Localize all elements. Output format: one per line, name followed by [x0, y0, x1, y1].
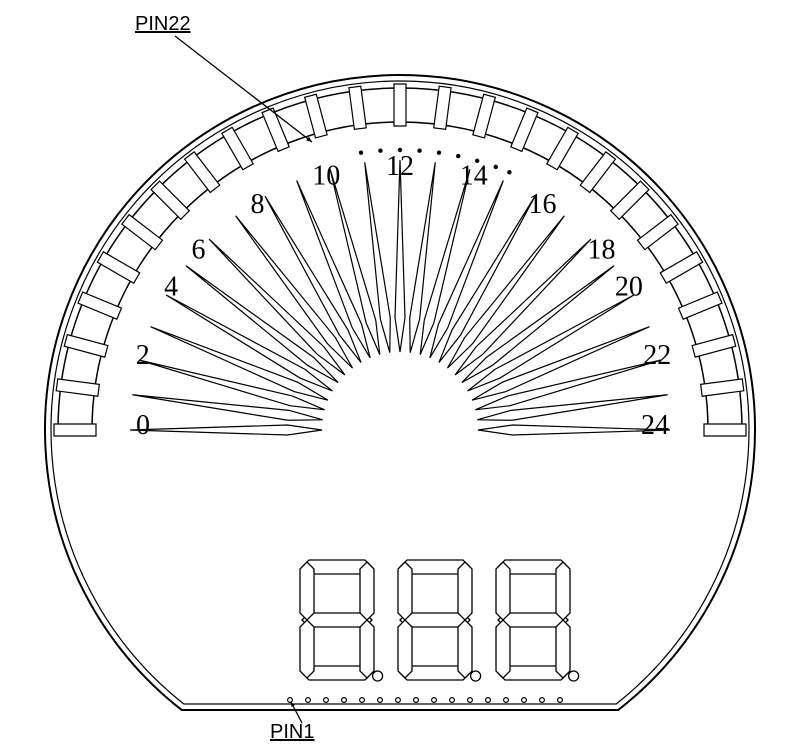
top-pin-dot [475, 159, 479, 163]
scale-label: 0 [136, 410, 150, 441]
top-pin-dot [378, 148, 382, 152]
seven-seg-segment [360, 562, 374, 620]
scale-label: 24 [641, 410, 669, 441]
scale-label: 14 [460, 161, 488, 192]
scale-tick [704, 424, 746, 436]
scale-label: 10 [312, 161, 340, 192]
top-pin-dot [398, 148, 402, 152]
scale-label: 20 [615, 272, 643, 303]
scale-label: 12 [386, 151, 414, 182]
scale-label: 18 [588, 234, 616, 265]
scale-label: 8 [251, 189, 265, 220]
scale-label: 4 [164, 272, 178, 303]
top-pin-dot [437, 151, 441, 155]
seven-seg-segment [556, 562, 570, 620]
pin1-label: PIN1 [270, 721, 314, 743]
seven-seg-segment [398, 620, 412, 678]
top-pin-dot [417, 148, 421, 152]
top-pin-dot [494, 165, 498, 169]
seven-seg-segment [360, 620, 374, 678]
seven-seg-segment [458, 562, 472, 620]
seven-seg-segment [458, 620, 472, 678]
seven-seg-segment [496, 562, 510, 620]
top-pin-dot [456, 154, 460, 158]
scale-label: 6 [191, 234, 205, 265]
seven-seg-segment [556, 620, 570, 678]
scale-label: 16 [529, 189, 557, 220]
seven-seg-segment [398, 562, 412, 620]
top-pin-dot [507, 170, 511, 174]
scale-tick [54, 424, 96, 436]
pin22-label: PIN22 [135, 13, 191, 35]
seven-seg-segment [300, 620, 314, 678]
scale-label: 22 [643, 340, 671, 371]
seven-seg-segment [300, 562, 314, 620]
top-pin-dot [359, 151, 363, 155]
scale-tick [394, 84, 406, 126]
seven-seg-segment [496, 620, 510, 678]
scale-label: 2 [136, 340, 150, 371]
